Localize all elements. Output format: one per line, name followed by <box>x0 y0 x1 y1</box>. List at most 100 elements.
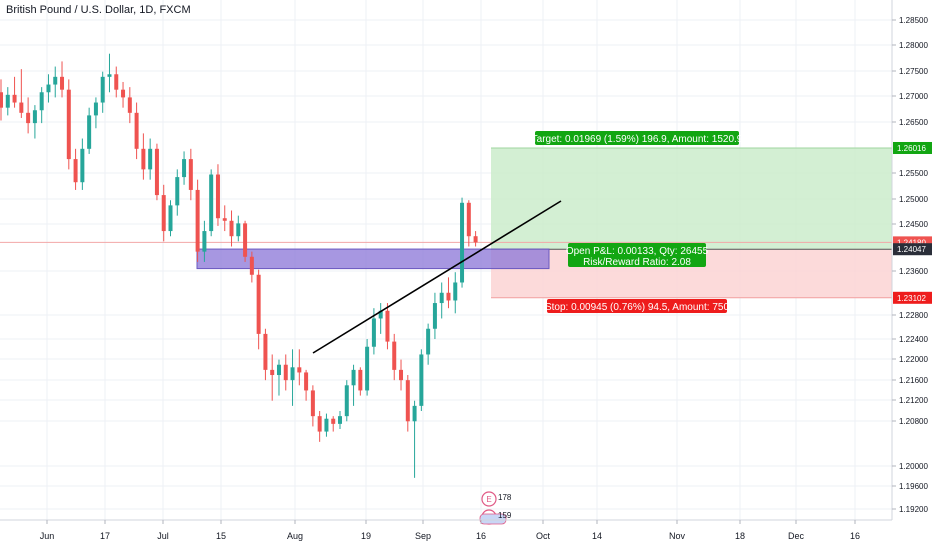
event-marker-us[interactable]: 159 <box>479 509 512 525</box>
candle[interactable] <box>39 87 44 124</box>
candle[interactable] <box>26 97 31 134</box>
candle[interactable] <box>283 354 288 391</box>
candle[interactable] <box>202 220 207 262</box>
candle[interactable] <box>175 169 180 216</box>
candle-body <box>141 148 146 170</box>
candle[interactable] <box>405 375 410 432</box>
candle[interactable] <box>222 205 227 232</box>
candle-body <box>399 369 404 381</box>
candle[interactable] <box>236 215 241 242</box>
candle[interactable] <box>19 69 24 118</box>
candle[interactable] <box>365 339 370 396</box>
candle[interactable] <box>338 411 342 430</box>
candle[interactable] <box>310 385 315 427</box>
candle[interactable] <box>473 231 478 247</box>
candle[interactable] <box>127 87 132 124</box>
candle-body <box>222 218 227 221</box>
candle[interactable] <box>399 359 404 391</box>
candle[interactable] <box>154 143 159 201</box>
candle[interactable] <box>161 184 166 242</box>
candle[interactable] <box>80 138 85 190</box>
candle[interactable] <box>324 413 329 437</box>
candle[interactable] <box>141 133 146 180</box>
candle[interactable] <box>317 411 322 442</box>
position-zones <box>0 147 892 299</box>
candle[interactable] <box>256 269 261 350</box>
candle-body <box>304 372 309 391</box>
candle[interactable] <box>93 97 98 129</box>
candle[interactable] <box>5 87 10 116</box>
candle[interactable] <box>66 79 71 170</box>
price-tick-label: 1.27500 <box>899 67 928 76</box>
candle[interactable] <box>134 102 139 160</box>
candle[interactable] <box>114 66 119 98</box>
candle[interactable] <box>446 277 451 309</box>
price-tick-label: 1.24500 <box>899 220 928 229</box>
candle-body <box>121 89 126 98</box>
price-axis[interactable]: 1.28500 1.28000 1.27500 1.27000 1.26500 1.255… <box>891 0 932 520</box>
price-tick-label: 1.26500 <box>899 118 928 127</box>
price-tick-label: 1.19600 <box>899 482 928 491</box>
stop-label-text: Stop: 0.00945 (0.76%) 94.5, Amount: 750 <box>545 302 729 313</box>
candle[interactable] <box>439 282 444 319</box>
candle[interactable] <box>209 169 214 237</box>
candle[interactable] <box>263 328 268 381</box>
candle[interactable] <box>351 364 356 406</box>
candle[interactable] <box>148 138 153 180</box>
candle[interactable] <box>60 61 65 98</box>
candle[interactable] <box>460 197 465 288</box>
candle[interactable] <box>270 354 275 401</box>
candle[interactable] <box>100 71 105 113</box>
candle[interactable] <box>107 53 112 93</box>
event-count: 178 <box>498 493 512 502</box>
event-marker-earnings[interactable]: E 178 <box>481 491 512 507</box>
pnl-label: Open P&L: 0.00133, Qty: 26455Risk/Reward… <box>566 243 709 268</box>
trendline[interactable] <box>312 200 562 354</box>
candle[interactable] <box>419 349 424 412</box>
candle[interactable] <box>121 81 126 108</box>
candle[interactable] <box>304 369 309 401</box>
candle[interactable] <box>385 303 390 350</box>
price-tick-label: 1.22000 <box>899 355 928 364</box>
candle[interactable] <box>229 210 234 247</box>
candle[interactable] <box>392 333 397 381</box>
candle[interactable] <box>182 151 187 185</box>
candle[interactable] <box>32 105 37 139</box>
candle[interactable] <box>378 303 383 334</box>
candle[interactable] <box>0 79 3 121</box>
candle[interactable] <box>249 251 254 283</box>
candle[interactable] <box>73 148 78 190</box>
candle[interactable] <box>426 323 431 365</box>
time-axis[interactable]: Jun 17 Jul 15 Aug 19 Sep 16 Oct 14 Nov 18 Dec 16 <box>0 519 892 541</box>
candle[interactable] <box>432 292 437 340</box>
drawing-overlays[interactable] <box>312 200 562 354</box>
candle[interactable] <box>466 200 471 247</box>
candlestick-series[interactable] <box>0 53 478 478</box>
candle[interactable] <box>453 272 458 314</box>
candle[interactable] <box>87 107 92 154</box>
price-badge: 1.23102 <box>893 291 932 304</box>
candle[interactable] <box>344 380 349 422</box>
candle-body <box>365 346 370 391</box>
candle-body <box>310 390 315 417</box>
candle[interactable] <box>331 416 336 432</box>
candle[interactable] <box>53 66 58 98</box>
candle[interactable] <box>195 179 200 262</box>
candle[interactable] <box>46 74 51 103</box>
candle-body <box>270 369 275 376</box>
candle[interactable] <box>243 220 248 262</box>
candle[interactable] <box>12 76 17 108</box>
candle-body <box>127 97 132 113</box>
support-zone[interactable] <box>196 248 550 270</box>
candle[interactable] <box>412 400 417 478</box>
candle[interactable] <box>290 349 295 406</box>
candle[interactable] <box>168 200 173 237</box>
candle[interactable] <box>297 349 302 386</box>
candle[interactable] <box>358 367 363 396</box>
candle[interactable] <box>188 148 193 201</box>
candle-body <box>358 369 363 391</box>
candle[interactable] <box>276 359 281 396</box>
event-markers[interactable]: E 178 159 <box>479 491 512 525</box>
candle[interactable] <box>215 164 220 226</box>
